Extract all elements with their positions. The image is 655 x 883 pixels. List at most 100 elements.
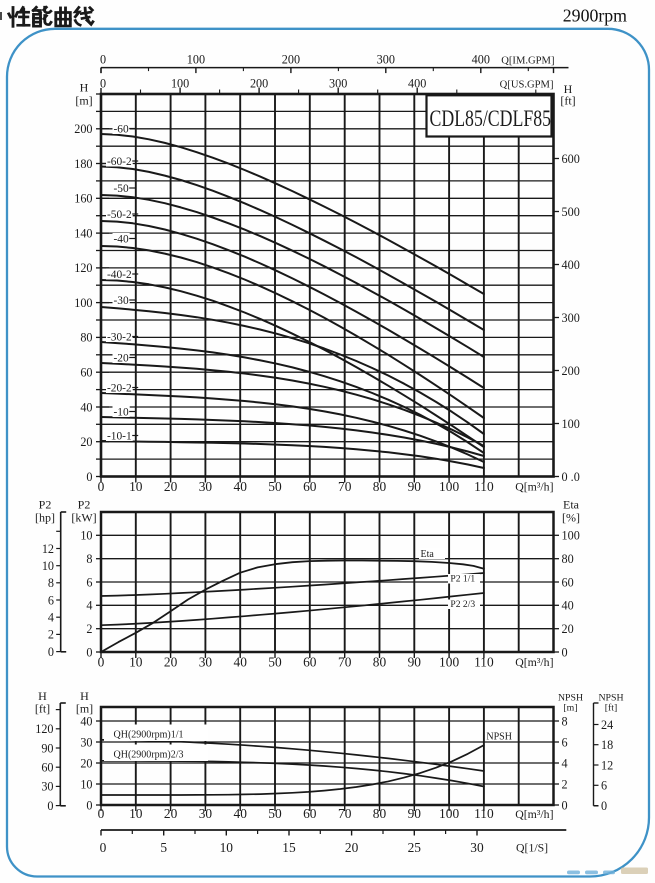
svg-text:30: 30 <box>470 840 484 855</box>
svg-text:Q[m³/h]: Q[m³/h] <box>515 807 553 821</box>
svg-text:24: 24 <box>601 718 613 732</box>
svg-text:80: 80 <box>373 655 387 670</box>
svg-text:[ft]: [ft] <box>35 702 50 716</box>
svg-text:0: 0 <box>86 645 92 659</box>
svg-text:[kW]: [kW] <box>71 511 96 525</box>
svg-text:10: 10 <box>220 840 234 855</box>
svg-text:140: 140 <box>74 226 92 240</box>
svg-text:6: 6 <box>601 779 607 793</box>
svg-text:Q[IM.GPM]: Q[IM.GPM] <box>501 56 554 67</box>
svg-text:Q[US.GPM]: Q[US.GPM] <box>500 80 554 91</box>
svg-text:6: 6 <box>562 735 568 749</box>
svg-text:30: 30 <box>199 479 213 494</box>
svg-text:0: 0 <box>86 798 92 812</box>
svg-text:40: 40 <box>234 479 248 494</box>
svg-text:60: 60 <box>303 806 317 821</box>
svg-text:-30: -30 <box>114 295 129 307</box>
svg-text:0: 0 <box>98 806 105 821</box>
svg-text:80: 80 <box>373 479 387 494</box>
svg-text:90: 90 <box>408 479 422 494</box>
svg-text:P2: P2 <box>39 498 52 512</box>
svg-text:20: 20 <box>164 806 178 821</box>
svg-text:-40: -40 <box>114 234 129 246</box>
svg-text:NPSH: NPSH <box>558 693 583 704</box>
svg-text:300: 300 <box>329 77 347 91</box>
svg-text:0: 0 <box>100 53 106 67</box>
svg-text:0: 0 <box>98 479 105 494</box>
svg-text:0: 0 <box>86 470 92 484</box>
svg-text:0: 0 <box>47 799 53 813</box>
svg-text:40: 40 <box>234 806 248 821</box>
svg-text:40: 40 <box>80 714 92 728</box>
svg-text:-20: -20 <box>114 353 129 365</box>
svg-text:80: 80 <box>80 331 92 345</box>
svg-text:[ft]: [ft] <box>605 702 618 713</box>
svg-text:NPSH: NPSH <box>598 693 623 704</box>
svg-text:12: 12 <box>42 542 54 556</box>
svg-text:[m]: [m] <box>75 94 92 108</box>
svg-text:50: 50 <box>268 479 282 494</box>
svg-text:QH(2900rpm)2/3: QH(2900rpm)2/3 <box>114 750 184 761</box>
svg-text:30: 30 <box>41 780 53 794</box>
svg-text:2900rpm: 2900rpm <box>563 6 627 26</box>
svg-text:[m]: [m] <box>76 702 93 716</box>
svg-text:70: 70 <box>338 655 352 670</box>
svg-text:25: 25 <box>408 840 422 855</box>
svg-text:100: 100 <box>74 296 92 310</box>
svg-text:20: 20 <box>345 840 359 855</box>
svg-text:20: 20 <box>562 622 574 636</box>
svg-text:200: 200 <box>74 122 92 136</box>
svg-text:100: 100 <box>187 53 205 67</box>
svg-text:90: 90 <box>408 655 422 670</box>
svg-text:2: 2 <box>86 622 92 636</box>
svg-text:300: 300 <box>562 311 580 325</box>
svg-text:[ft]: [ft] <box>560 94 575 108</box>
svg-text:H: H <box>80 81 89 95</box>
svg-text:P2 2/3: P2 2/3 <box>450 599 475 610</box>
svg-text:10: 10 <box>129 479 143 494</box>
svg-text:Q[m³/h]: Q[m³/h] <box>515 480 553 494</box>
svg-text:200: 200 <box>562 364 580 378</box>
svg-text:30: 30 <box>199 806 213 821</box>
svg-text:0: 0 <box>562 645 568 659</box>
svg-text:0: 0 <box>100 77 106 91</box>
svg-text:160: 160 <box>74 192 92 206</box>
svg-text:400: 400 <box>408 77 426 91</box>
svg-text:100: 100 <box>562 529 580 543</box>
svg-text:6: 6 <box>48 593 54 607</box>
svg-text:30: 30 <box>199 655 213 670</box>
svg-text:500: 500 <box>562 205 580 219</box>
svg-text:100: 100 <box>439 806 459 821</box>
svg-text:400: 400 <box>562 258 580 272</box>
svg-text:20: 20 <box>80 435 92 449</box>
svg-text:70: 70 <box>338 479 352 494</box>
svg-text:-30-2: -30-2 <box>107 332 132 344</box>
svg-text:8: 8 <box>86 552 92 566</box>
svg-text:4: 4 <box>48 611 54 625</box>
svg-text:50: 50 <box>268 806 282 821</box>
svg-text:[hp]: [hp] <box>35 511 55 525</box>
svg-text:20: 20 <box>164 479 178 494</box>
svg-text:12: 12 <box>601 758 613 772</box>
svg-text:H: H <box>38 689 47 703</box>
svg-text:180: 180 <box>74 157 92 171</box>
svg-text:100: 100 <box>439 655 459 670</box>
svg-text:-10-1: -10-1 <box>107 431 132 443</box>
svg-text:0: 0 <box>48 645 54 659</box>
svg-text:4: 4 <box>86 599 92 613</box>
svg-text:Eta: Eta <box>421 549 435 560</box>
svg-text:H: H <box>80 689 89 703</box>
svg-text:60: 60 <box>80 366 92 380</box>
svg-text:50: 50 <box>268 655 282 670</box>
svg-text:110: 110 <box>474 806 494 821</box>
svg-text:0: 0 <box>562 798 568 812</box>
svg-text:10: 10 <box>80 777 92 791</box>
svg-text:2: 2 <box>562 777 568 791</box>
svg-text:120: 120 <box>74 261 92 275</box>
svg-text:-40-2: -40-2 <box>107 269 132 281</box>
svg-text:4: 4 <box>562 756 568 770</box>
svg-text:70: 70 <box>338 806 352 821</box>
svg-text:100: 100 <box>562 417 580 431</box>
svg-text:-50-2: -50-2 <box>107 209 132 221</box>
svg-text:0: 0 <box>100 840 107 855</box>
